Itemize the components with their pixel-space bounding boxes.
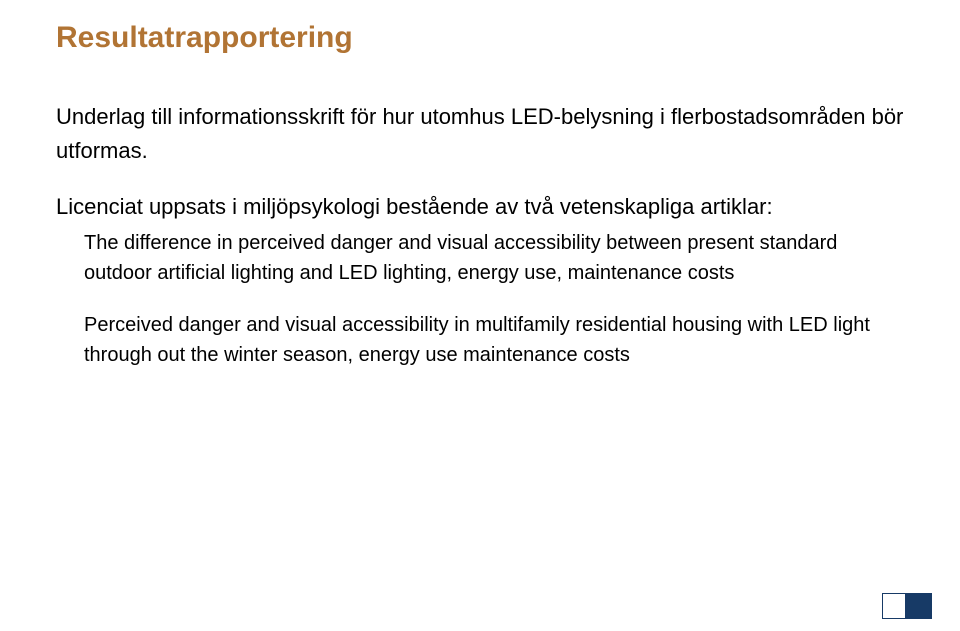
list-item: The difference in perceived danger and v… [56, 228, 904, 288]
slide: Resultatrapportering Underlag till infor… [0, 0, 960, 631]
intro-paragraph: Underlag till informationsskrift för hur… [56, 100, 904, 168]
footer-box-filled [906, 593, 932, 619]
subhead-paragraph: Licenciat uppsats i miljöpsykologi bestå… [56, 190, 904, 224]
footer-decoration [882, 593, 932, 619]
page-title: Resultatrapportering [56, 20, 904, 56]
footer-box-outline [882, 593, 906, 619]
list-item: Perceived danger and visual accessibilit… [56, 310, 904, 370]
